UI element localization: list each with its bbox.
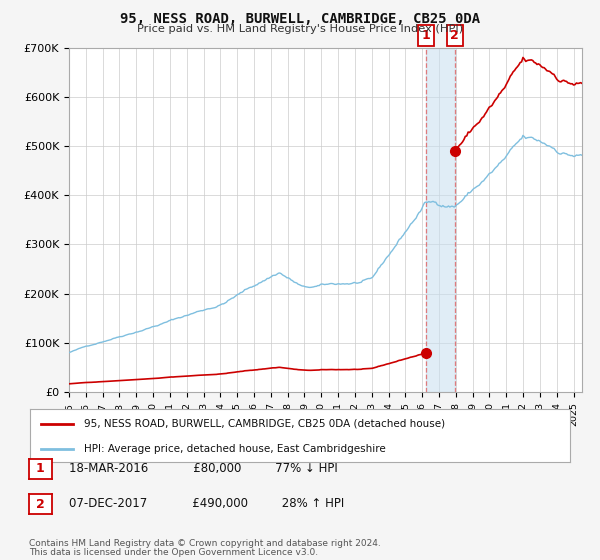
Text: 1: 1 [421,29,430,42]
Text: Price paid vs. HM Land Registry's House Price Index (HPI): Price paid vs. HM Land Registry's House … [137,24,463,34]
Text: 1: 1 [36,462,44,475]
Text: 2: 2 [451,29,459,42]
Bar [426,48,455,392]
Text: This data is licensed under the Open Government Licence v3.0.: This data is licensed under the Open Gov… [29,548,318,557]
Text: HPI: Average price, detached house, East Cambridgeshire: HPI: Average price, detached house, East… [84,444,386,454]
Text: 95, NESS ROAD, BURWELL, CAMBRIDGE, CB25 0DA (detached house): 95, NESS ROAD, BURWELL, CAMBRIDGE, CB25 … [84,419,445,429]
Text: 18-MAR-2016            £80,000         77% ↓ HPI: 18-MAR-2016 £80,000 77% ↓ HPI [69,462,338,475]
Text: 2: 2 [36,497,44,511]
Text: Contains HM Land Registry data © Crown copyright and database right 2024.: Contains HM Land Registry data © Crown c… [29,539,380,548]
Text: 95, NESS ROAD, BURWELL, CAMBRIDGE, CB25 0DA: 95, NESS ROAD, BURWELL, CAMBRIDGE, CB25 … [120,12,480,26]
Text: 07-DEC-2017            £490,000         28% ↑ HPI: 07-DEC-2017 £490,000 28% ↑ HPI [69,497,344,511]
